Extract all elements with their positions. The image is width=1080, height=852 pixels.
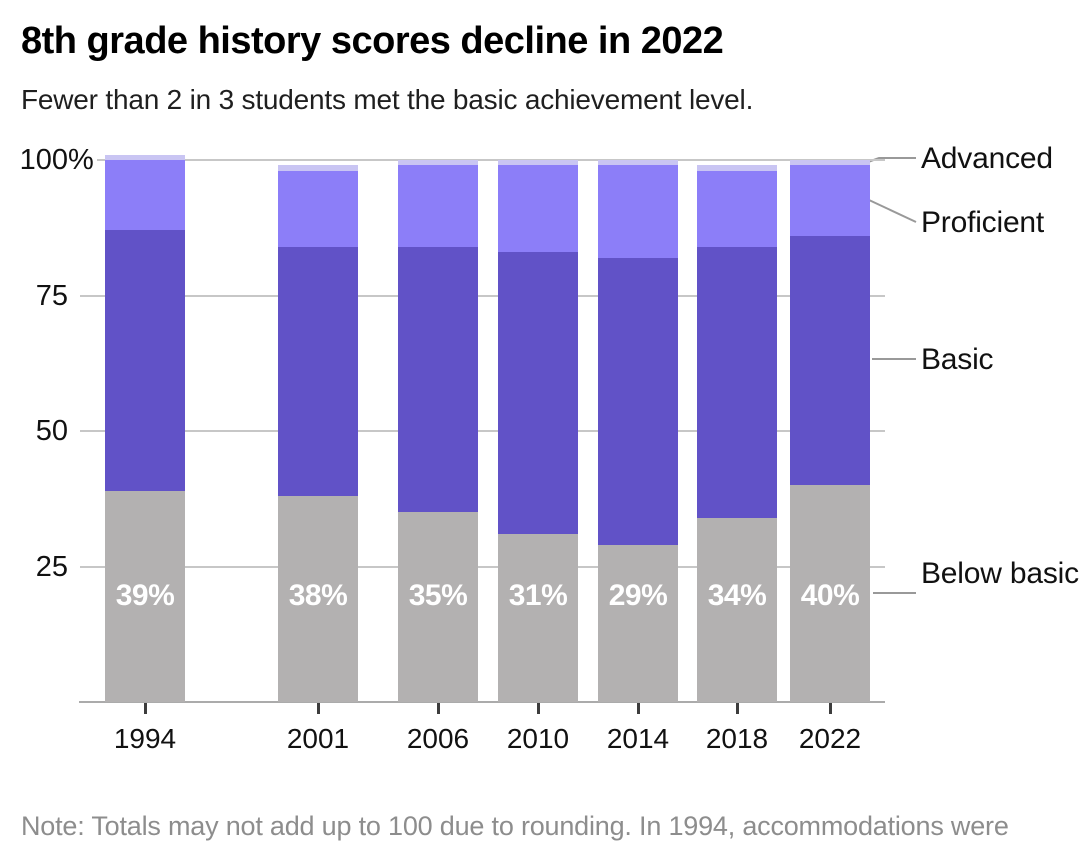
chart-note: Note: Totals may not add up to 100 due t…: [21, 811, 1009, 852]
x-axis-label-2001: 2001: [286, 723, 350, 754]
bar-segment-proficient-2010: [498, 165, 578, 253]
legend-label-below-basic: Below basic: [921, 557, 1079, 590]
bar-segment-below-basic-2014: [598, 544, 678, 702]
bar-value-label-2014: 29%: [608, 579, 668, 612]
bar-segment-advanced-1994: [105, 154, 185, 160]
bar-value-label-2001: 38%: [288, 579, 348, 612]
y-tick-suffix: %: [68, 144, 94, 176]
y-tick-number: 25: [35, 550, 68, 583]
x-axis-label-2022: 2022: [798, 723, 862, 754]
bar-segment-basic-1994: [105, 230, 185, 491]
bar-segment-proficient-2001: [278, 170, 358, 247]
bar-segment-basic-2022: [790, 235, 870, 486]
gridline-50: [80, 430, 885, 432]
x-axis-label-2006: 2006: [406, 723, 470, 754]
gridline-25: [80, 565, 885, 568]
bar-segment-advanced-2006: [398, 160, 478, 166]
legend-label-proficient: Proficient: [921, 206, 1045, 239]
bar-segment-advanced-2010: [498, 160, 578, 166]
bar-segment-advanced-2018: [697, 165, 777, 171]
bar-segment-basic-2006: [398, 246, 478, 513]
x-axis-tick-2006: [436, 703, 440, 714]
x-axis-line: [79, 701, 885, 703]
bar-segment-below-basic-2010: [498, 533, 578, 702]
bar-segment-proficient-1994: [105, 160, 185, 231]
y-axis-tick-label-100: 100%: [0, 140, 94, 180]
bar-segment-below-basic-2018: [697, 517, 777, 702]
x-axis-label-1994: 1994: [113, 723, 177, 754]
legend-connector-proficient: [868, 199, 917, 223]
y-tick-number: 100: [19, 144, 68, 176]
bar-value-label-2018: 34%: [707, 579, 767, 612]
bar-value-label-2010: 31%: [508, 579, 568, 612]
bar-segment-basic-2018: [697, 246, 777, 518]
bar-segment-advanced-2014: [598, 160, 678, 166]
bar-segment-advanced-2022: [790, 160, 870, 166]
gridline-100: [97, 159, 885, 161]
bar-segment-proficient-2006: [398, 165, 478, 247]
x-axis-label-2014: 2014: [606, 723, 670, 754]
bar-segment-proficient-2018: [697, 170, 777, 247]
x-axis-tick-2014: [636, 703, 640, 714]
legend-label-advanced: Advanced: [921, 142, 1053, 175]
chart-title: 8th grade history scores decline in 2022: [21, 20, 724, 62]
x-axis-tick-2018: [735, 703, 739, 714]
bar-segment-basic-2014: [598, 257, 678, 545]
bar-segment-basic-2001: [278, 246, 358, 497]
x-axis-label-2018: 2018: [705, 723, 769, 754]
y-axis-tick-label-50: 50: [0, 411, 68, 451]
bar-segment-below-basic-1994: [105, 490, 185, 702]
x-axis-tick-1994: [143, 703, 147, 714]
x-axis-tick-2001: [316, 703, 320, 714]
y-tick-number: 50: [35, 415, 68, 447]
y-axis-tick-label-75: 75: [0, 276, 68, 316]
bar-value-label-1994: 39%: [115, 579, 175, 612]
legend-label-basic: Basic: [921, 343, 994, 376]
y-tick-number: 75: [35, 279, 68, 312]
bar-segment-below-basic-2022: [790, 485, 870, 702]
bar-value-label-2006: 35%: [408, 579, 468, 612]
x-axis-label-2010: 2010: [506, 723, 570, 754]
chart-subtitle: Fewer than 2 in 3 students met the basic…: [21, 84, 754, 115]
y-axis-tick-label-25: 25: [0, 547, 68, 587]
bar-segment-advanced-2001: [278, 165, 358, 171]
bar-segment-proficient-2014: [598, 165, 678, 258]
bar-segment-basic-2010: [498, 252, 578, 534]
gridline-75: [80, 294, 885, 297]
x-axis-tick-2022: [828, 703, 832, 714]
bar-value-label-2022: 40%: [800, 579, 860, 612]
bar-segment-below-basic-2001: [278, 496, 358, 702]
x-axis-tick-2010: [536, 703, 540, 714]
bar-segment-below-basic-2006: [398, 512, 478, 702]
bar-segment-proficient-2022: [790, 165, 870, 236]
